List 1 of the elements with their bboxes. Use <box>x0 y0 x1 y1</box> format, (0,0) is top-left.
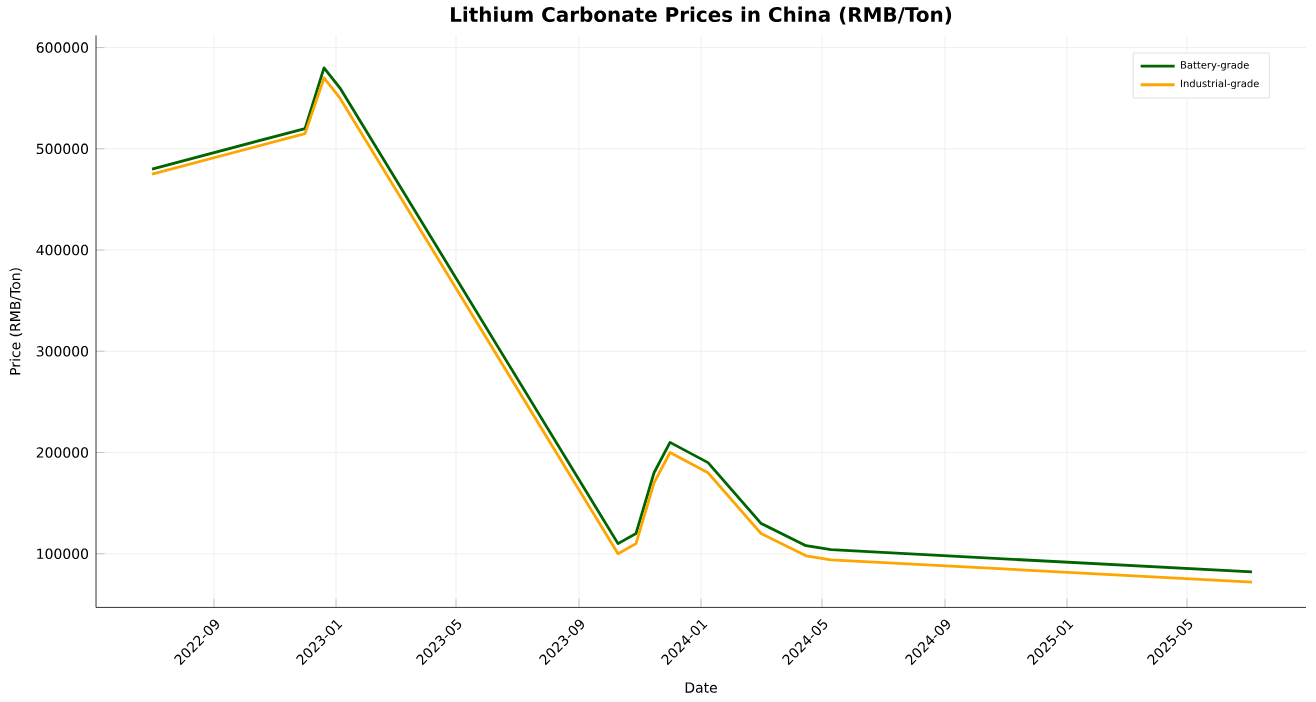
chart-title: Lithium Carbonate Prices in China (RMB/Ton) <box>451 6 952 25</box>
